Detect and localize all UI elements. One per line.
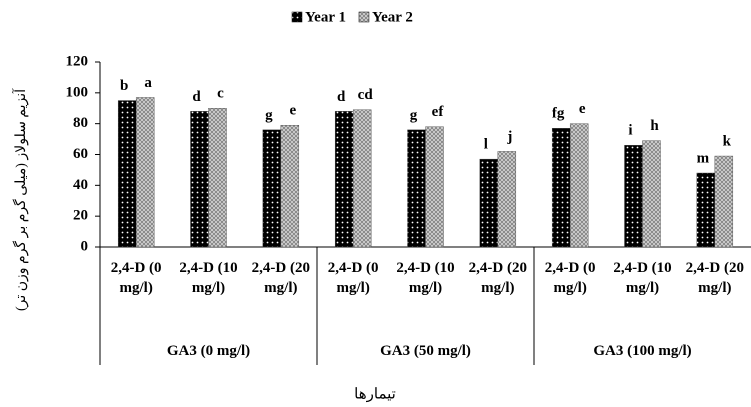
x-tick-label: 2,4-D (20 mg/l) bbox=[468, 260, 527, 296]
x-tick-label: 2,4-D (0 mg/l) bbox=[327, 260, 379, 296]
bar-letter: i bbox=[628, 123, 632, 139]
y-tick-label: 60 bbox=[73, 146, 88, 162]
bar bbox=[190, 111, 209, 248]
bar bbox=[208, 108, 227, 248]
x-tick-label: 2,4-D (0 mg/l) bbox=[110, 260, 162, 296]
x-tick-label: 2,4-D (10 mg/l) bbox=[613, 260, 672, 296]
legend-swatch bbox=[358, 11, 370, 23]
y-tick-label: 40 bbox=[73, 177, 88, 193]
bar bbox=[334, 111, 354, 248]
bar-letter: b bbox=[120, 78, 128, 94]
y-tick-label: 0 bbox=[81, 238, 89, 254]
x-tick-label: 2,4-D (10 mg/l) bbox=[179, 260, 238, 296]
bar bbox=[642, 140, 661, 248]
bar-letter: d bbox=[337, 89, 346, 105]
bar-letter: fg bbox=[552, 106, 565, 122]
bar bbox=[352, 109, 372, 248]
bar bbox=[569, 123, 589, 248]
bar-letter: k bbox=[723, 133, 732, 149]
x-axis-title: تیمارها bbox=[354, 386, 396, 402]
y-tick-label: 100 bbox=[66, 84, 89, 100]
bar-letter: c bbox=[217, 86, 224, 102]
bar-letter: ef bbox=[432, 104, 445, 120]
bar bbox=[280, 125, 300, 248]
bar bbox=[696, 172, 716, 248]
y-axis-title: آنزیم سلولاز (میلی گرم بر گرم وزن تر) bbox=[11, 88, 29, 311]
bar bbox=[425, 126, 444, 248]
bar bbox=[479, 158, 499, 248]
group-label: GA3 (100 mg/l) bbox=[593, 343, 692, 359]
bar-letter: cd bbox=[358, 87, 374, 103]
bar bbox=[624, 145, 643, 248]
bar bbox=[135, 97, 155, 248]
group-label: GA3 (0 mg/l) bbox=[166, 343, 251, 359]
x-tick-label: 2,4-D (20 mg/l) bbox=[685, 260, 744, 296]
y-tick-label: 120 bbox=[66, 53, 89, 69]
y-tick-label: 20 bbox=[73, 208, 88, 224]
bar bbox=[262, 129, 282, 248]
bar-letter: d bbox=[192, 89, 201, 105]
y-tick-label: 80 bbox=[73, 115, 88, 131]
x-tick-label: 2,4-D (10 mg/l) bbox=[396, 260, 455, 296]
bar bbox=[407, 129, 426, 248]
bar bbox=[551, 128, 571, 248]
bar-letter: l bbox=[484, 137, 488, 153]
bar-letter: a bbox=[144, 75, 152, 91]
x-tick-label: 2,4-D (20 mg/l) bbox=[251, 260, 310, 296]
bar-letter: j bbox=[506, 129, 512, 145]
bar bbox=[117, 100, 137, 248]
bar-letter: e bbox=[289, 103, 296, 119]
x-tick-label: 2,4-D (0 mg/l) bbox=[544, 260, 596, 296]
group-label: GA3 (50 mg/l) bbox=[380, 343, 471, 359]
bar bbox=[497, 151, 517, 248]
bar-letter: m bbox=[697, 150, 710, 166]
legend-label: Year 1 bbox=[305, 9, 346, 25]
bar-letter: g bbox=[265, 107, 273, 123]
legend-swatch bbox=[291, 11, 303, 23]
legend-label: Year 2 bbox=[372, 9, 413, 25]
bar-letter: e bbox=[579, 101, 586, 117]
bar bbox=[714, 155, 734, 248]
bar-letter: h bbox=[650, 118, 659, 134]
bar-letter: g bbox=[410, 107, 418, 123]
